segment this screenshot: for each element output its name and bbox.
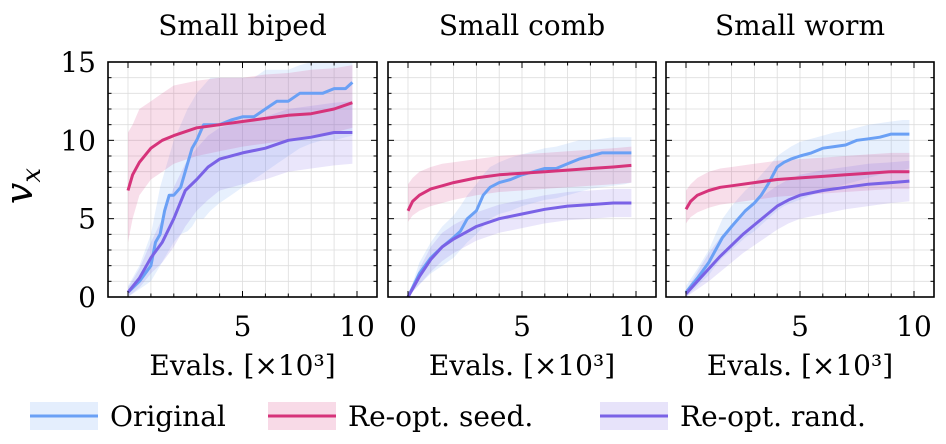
panel-title: Small comb bbox=[439, 9, 605, 42]
grid bbox=[388, 61, 656, 298]
y-axis-label: vx bbox=[0, 168, 47, 204]
x-axis-label: Evals. [×10³] bbox=[149, 349, 335, 382]
y-tick-label: 5 bbox=[78, 203, 96, 236]
series-line-original bbox=[684, 132, 910, 294]
band-re-opt-rand- bbox=[408, 188, 632, 297]
panel-title: Small worm bbox=[715, 9, 885, 42]
band-re-opt-rand- bbox=[128, 101, 353, 297]
x-tick-label: 5 bbox=[791, 310, 809, 343]
series-line-re-opt-rand- bbox=[684, 179, 910, 295]
legend-label: Re-opt. rand. bbox=[680, 400, 866, 433]
y-tick-label: 0 bbox=[78, 281, 96, 314]
band-original bbox=[128, 62, 353, 297]
x-tick-label: 0 bbox=[119, 310, 137, 343]
x-tick-label: 5 bbox=[513, 310, 531, 343]
band-re-opt-seed- bbox=[408, 146, 632, 222]
series-line-re-opt-rand- bbox=[126, 131, 353, 294]
x-tick-label: 5 bbox=[234, 310, 252, 343]
series-line-re-opt-seed- bbox=[684, 170, 910, 211]
band-re-opt-rand- bbox=[686, 160, 910, 297]
band-original bbox=[408, 137, 632, 297]
panels: 0 5 10 0 5 10 15 Small biped Evals. [×10³] 0 5 10 Sm… bbox=[60, 9, 935, 382]
x-axis-label: Evals. [×10³] bbox=[429, 349, 615, 382]
x-tick-label: 0 bbox=[399, 310, 417, 343]
x-tick-label: 10 bbox=[896, 310, 932, 343]
x-tick-label: 0 bbox=[677, 310, 695, 343]
band-re-opt-seed- bbox=[128, 65, 353, 243]
series-line-re-opt-seed- bbox=[126, 101, 353, 191]
y-tick-label: 10 bbox=[60, 124, 96, 157]
x-axis-label: Evals. [×10³] bbox=[707, 349, 893, 382]
series-line-re-opt-rand- bbox=[406, 201, 632, 298]
panel-title: Small biped bbox=[158, 9, 327, 42]
legend-label: Original bbox=[110, 400, 226, 433]
panel-2: 0 5 10 Small comb Evals. [×10³] bbox=[387, 9, 657, 382]
legend: Original Re-opt. seed. Re-opt. rand. bbox=[30, 400, 866, 433]
y-tick-label: 15 bbox=[60, 46, 96, 79]
band-re-opt-seed- bbox=[686, 152, 910, 224]
legend-label: Re-opt. seed. bbox=[348, 400, 533, 433]
series-line-re-opt-seed- bbox=[406, 163, 632, 212]
x-tick-label: 10 bbox=[618, 310, 654, 343]
panel-1: 0 5 10 0 5 10 15 Small biped Evals. [×10³] bbox=[60, 9, 378, 382]
band-original bbox=[686, 120, 910, 297]
x-tick-label: 10 bbox=[339, 310, 375, 343]
panel-3: 0 5 10 Small worm Evals. [×10³] bbox=[665, 9, 935, 382]
